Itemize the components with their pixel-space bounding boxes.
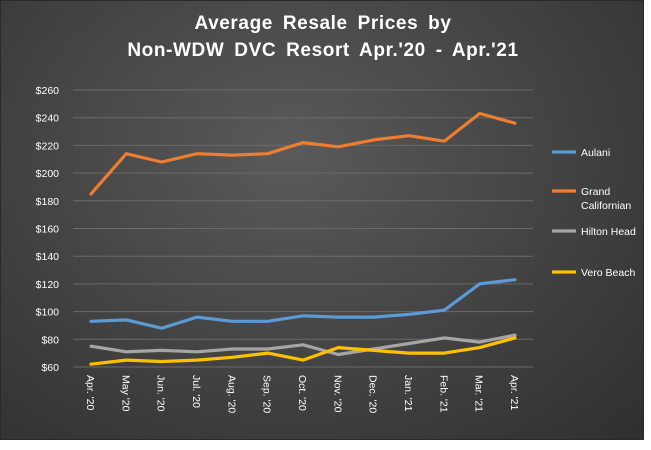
y-tick-label: $220 [36, 140, 60, 152]
series-line-vero-beach [89, 336, 517, 366]
x-tick-label: Mar. '21 [473, 375, 485, 412]
x-tick-label: Jun. '20 [155, 375, 167, 412]
x-tick-label: Jan. '21 [402, 375, 414, 412]
chart-title-line-1: Average Resale Prices by [194, 13, 452, 34]
y-tick-label: $200 [36, 168, 60, 180]
series-line-aulani [89, 278, 517, 330]
line-chart: $60 $80 $100 $120 $140 $160 $180 $200 $220 $240 $2… [36, 85, 636, 413]
legend-label-aulani: Aulani [581, 147, 610, 159]
y-tick-label: $100 [36, 307, 60, 319]
y-tick-label: $180 [36, 196, 60, 208]
y-tick-label: $60 [41, 362, 59, 374]
y-tick-label: $80 [41, 334, 59, 346]
x-tick-label: Aug. '20 [225, 375, 237, 413]
chart-area: Average Resale Prices by Non-WDW DVC Res… [0, 0, 644, 440]
chart-title-line-2: Non-WDW DVC Resort Apr.'20 - Apr.'21 [127, 40, 519, 61]
legend-label-vero-beach: Vero Beach [581, 267, 635, 279]
x-tick-label: Nov. '20 [331, 375, 343, 413]
x-tick-label: Apr. '21 [508, 375, 520, 410]
y-tick-label: $260 [36, 85, 60, 97]
y-tick-label: $120 [36, 279, 60, 291]
x-tick-label: Feb. '21 [437, 375, 449, 413]
series-line-grand-californian [89, 111, 517, 196]
y-tick-label: $140 [36, 251, 60, 263]
x-tick-label: Dec. '20 [367, 375, 379, 413]
x-tick-label: Jul. '20 [190, 375, 202, 408]
y-tick-label: $240 [36, 113, 60, 125]
legend-label-grand-californian: Californian [581, 200, 631, 212]
y-tick-label: $160 [36, 224, 60, 236]
legend-label-grand-californian: Grand [581, 186, 610, 198]
x-tick-label: Sep. '20 [261, 375, 273, 413]
x-tick-label: Oct. '20 [296, 375, 308, 411]
x-tick-label: May '20 [119, 375, 131, 412]
x-tick-label: Apr. '20 [84, 375, 96, 410]
legend-label-hilton-head: Hilton Head [581, 226, 636, 238]
series-line-hilton-head [89, 333, 517, 357]
